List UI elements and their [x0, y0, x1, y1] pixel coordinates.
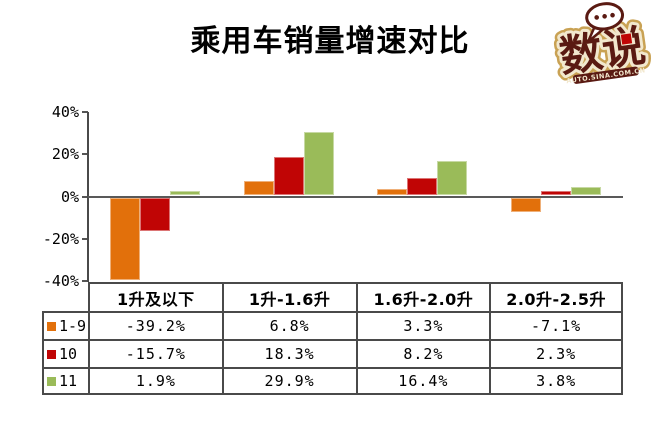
y-tick-label: -40% — [42, 272, 79, 290]
y-tick-mark — [82, 195, 88, 198]
table-cell: -39.2% — [88, 311, 222, 339]
y-tick-mark — [82, 237, 88, 240]
legend-row-label: 10 — [42, 339, 88, 367]
page-title: 乘用车销量增速对比 — [190, 24, 470, 59]
bar-1-9-cat1 — [243, 181, 274, 196]
zero-line — [88, 195, 623, 198]
table-cell: 3.8% — [489, 367, 623, 395]
legend-swatch — [47, 376, 56, 386]
series-name: 11 — [59, 372, 78, 390]
column-header: 1升及以下 — [88, 282, 222, 311]
logo-graphic: 数说 数说 AUTO.SINA.COM.CN — [551, 2, 654, 88]
legend-row-label: 11 — [42, 367, 88, 395]
bar-10-cat3 — [541, 190, 572, 196]
bar-1-9-cat2 — [377, 188, 408, 196]
y-tick-mark — [82, 280, 88, 282]
speech-bubble-tail — [586, 26, 604, 44]
logo-seal — [619, 32, 634, 46]
column-header: 1升-1.6升 — [221, 282, 356, 311]
bar-10-cat0 — [139, 197, 170, 231]
bar-1-9-cat3 — [511, 197, 542, 213]
table-cell: -15.7% — [88, 339, 222, 367]
table-cell: 1.9% — [88, 367, 222, 395]
logo-url-band — [572, 66, 639, 84]
bubble-dot — [610, 12, 615, 18]
bar-11-cat2 — [437, 160, 468, 196]
legend-swatch — [47, 321, 56, 331]
legend-swatch — [47, 349, 56, 359]
legend-row-label: 1-9 — [42, 311, 88, 339]
data-table: 1升及以下 1升-1.6升 1.6升-2.0升 2.0升-2.5升 1-9 -39.2% 6… — [42, 282, 623, 395]
table-cell: 16.4% — [355, 367, 490, 395]
bar-11-cat0 — [169, 191, 200, 196]
table-cell: 29.9% — [221, 367, 356, 395]
y-tick-mark — [82, 153, 88, 156]
y-tick-label: 20% — [51, 145, 79, 164]
y-tick-mark — [82, 111, 88, 113]
bar-1-9-cat0 — [109, 197, 140, 281]
bar-10-cat1 — [273, 156, 304, 196]
table-cell: 8.2% — [355, 339, 490, 367]
column-header: 1.6升-2.0升 — [355, 282, 490, 311]
y-tick-label: -20% — [42, 229, 79, 248]
table-cell: 3.3% — [355, 311, 490, 339]
series-name: 10 — [59, 345, 78, 363]
bar-11-cat3 — [571, 187, 602, 196]
sina-auto-logo: 数说 数说 AUTO.SINA.COM.CN — [546, 2, 658, 94]
table-cell: -7.1% — [489, 311, 623, 339]
bubble-dot — [594, 15, 599, 20]
table-cell: 2.3% — [489, 339, 623, 367]
y-axis: 40% 20% 0% -20% -40% — [22, 103, 88, 290]
y-tick-label: 40% — [51, 103, 79, 121]
table-cell: 6.8% — [221, 311, 356, 339]
bubble-dot — [602, 14, 607, 19]
bar-10-cat2 — [407, 178, 438, 196]
series-name: 1-9 — [59, 317, 87, 335]
bar-11-cat1 — [303, 132, 334, 196]
column-header: 2.0升-2.5升 — [489, 282, 623, 311]
y-tick-label: 0% — [60, 187, 79, 206]
table-cell: 18.3% — [221, 339, 356, 367]
table-corner-spacer — [42, 282, 88, 311]
plot-area — [88, 112, 623, 282]
